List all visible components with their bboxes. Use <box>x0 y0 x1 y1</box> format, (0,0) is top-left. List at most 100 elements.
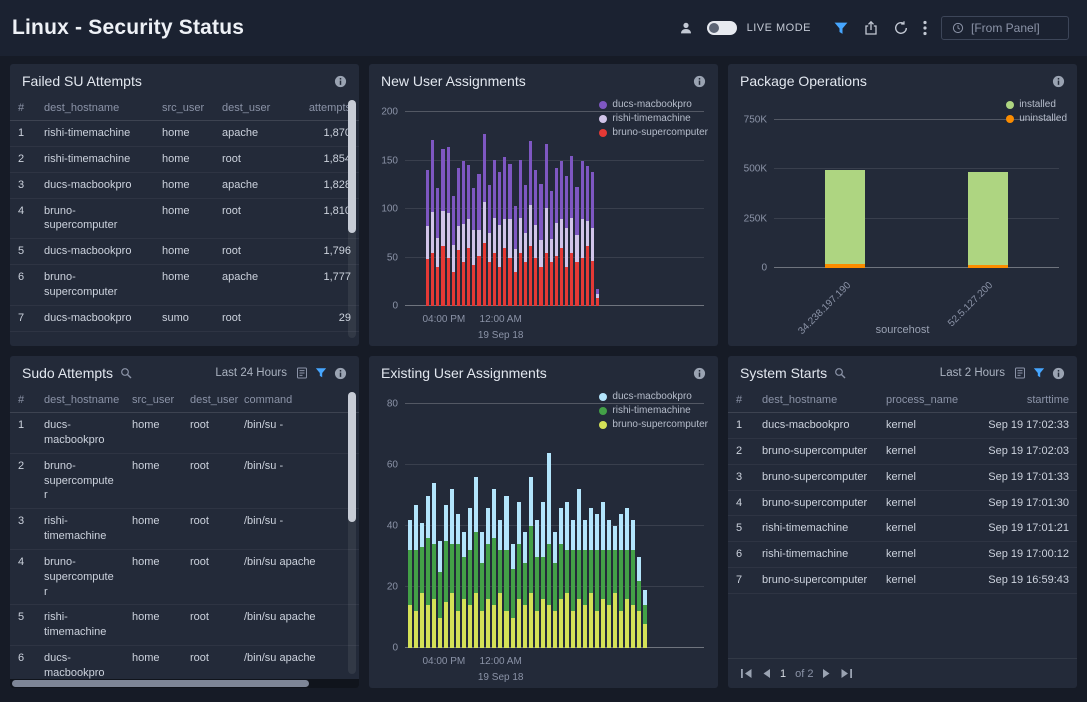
bar[interactable] <box>544 112 548 306</box>
search-icon[interactable] <box>834 367 846 379</box>
column-header[interactable]: dest_hostname <box>36 96 154 121</box>
bar[interactable] <box>518 112 522 306</box>
column-header[interactable]: process_name <box>878 388 970 413</box>
bar[interactable] <box>492 404 497 648</box>
column-header[interactable]: dest_hostname <box>754 388 878 413</box>
column-header[interactable]: attempts <box>278 96 359 121</box>
info-icon[interactable] <box>1052 75 1065 88</box>
bar[interactable] <box>426 404 431 648</box>
table-row[interactable]: 6 bruno-supercomputer home apache 1,777 <box>10 264 359 306</box>
bar[interactable] <box>968 120 1009 268</box>
bar[interactable] <box>450 404 455 648</box>
legend-item[interactable]: ducs-macbookpro <box>599 99 708 110</box>
last-page-button[interactable] <box>840 668 853 679</box>
bar[interactable] <box>613 404 618 648</box>
legend-item[interactable]: rishi-timemachine <box>599 113 708 124</box>
table-row[interactable]: 3 bruno-supercomputer kernel Sep 19 17:01:3… <box>728 464 1077 491</box>
search-icon[interactable] <box>120 367 132 379</box>
bar[interactable] <box>472 112 476 306</box>
bar[interactable] <box>570 404 575 648</box>
table-row[interactable]: 5 rishi-timemachine kernel Sep 19 17:01:21 <box>728 515 1077 543</box>
bar[interactable] <box>513 112 517 306</box>
info-icon[interactable] <box>1052 367 1065 380</box>
column-header[interactable]: starttime <box>970 388 1077 413</box>
column-header[interactable]: src_user <box>124 388 182 413</box>
bar[interactable] <box>446 112 450 306</box>
horizontal-scrollbar[interactable] <box>10 679 359 688</box>
table-row[interactable]: 3 rishi-timemachine home root/bin/su - <box>10 508 359 550</box>
bar[interactable] <box>498 404 503 648</box>
table-row[interactable]: 1 ducs-macbookpro kernel Sep 19 17:02:33 <box>728 412 1077 439</box>
bar[interactable] <box>631 404 636 648</box>
scrollbar-thumb[interactable] <box>348 100 356 234</box>
column-header[interactable]: dest_hostname <box>36 388 124 413</box>
bar[interactable] <box>570 112 574 306</box>
bar[interactable] <box>503 112 507 306</box>
bar[interactable] <box>456 404 461 648</box>
info-icon[interactable] <box>334 367 347 380</box>
bar[interactable] <box>444 404 449 648</box>
scrollbar-thumb[interactable] <box>348 392 356 522</box>
kebab-menu-icon[interactable] <box>923 20 927 36</box>
legend-item[interactable]: ducs-macbookpro <box>599 391 708 402</box>
bar[interactable] <box>477 112 481 306</box>
column-header[interactable]: # <box>728 388 754 413</box>
table-row[interactable]: 6 rishi-timemachine kernel Sep 19 17:00:12 <box>728 541 1077 569</box>
table-row[interactable]: 1 rishi-timemachine home apache 1,870 <box>10 120 359 147</box>
bar[interactable] <box>554 112 558 306</box>
table-row[interactable]: 3 ducs-macbookpro home apache 1,828 <box>10 172 359 199</box>
bar[interactable] <box>420 404 425 648</box>
bar[interactable] <box>625 404 630 648</box>
bar[interactable] <box>456 112 461 306</box>
column-header[interactable]: command <box>236 388 359 413</box>
bar[interactable] <box>431 112 435 306</box>
filter-icon[interactable] <box>1033 367 1045 379</box>
bar[interactable] <box>492 112 497 306</box>
logs-icon[interactable] <box>1014 367 1026 379</box>
filter-icon[interactable] <box>315 367 327 379</box>
bar[interactable] <box>600 404 606 648</box>
column-header[interactable]: src_user <box>154 96 214 121</box>
legend-item[interactable]: bruno-supercomputer <box>599 127 708 138</box>
bar[interactable] <box>432 404 437 648</box>
bar[interactable] <box>580 112 584 306</box>
panel-time-range[interactable]: Last 24 Hours <box>215 367 287 379</box>
bar[interactable] <box>474 404 479 648</box>
legend-item[interactable]: uninstalled <box>1006 113 1067 124</box>
time-range-input[interactable]: [From Panel] <box>941 16 1069 40</box>
bar[interactable] <box>582 404 587 648</box>
bar[interactable] <box>565 112 569 306</box>
table-row[interactable]: 4 bruno-supercomputer home root/bin/su apac… <box>10 549 359 606</box>
vertical-scrollbar[interactable] <box>348 100 356 338</box>
table-row[interactable]: 4 bruno-supercomputer home root 1,810 <box>10 198 359 240</box>
bar[interactable] <box>546 404 551 648</box>
bar[interactable] <box>534 404 539 648</box>
bar[interactable] <box>637 404 642 648</box>
bar[interactable] <box>552 404 557 648</box>
next-page-button[interactable] <box>822 668 831 679</box>
bar[interactable] <box>468 404 473 648</box>
bar[interactable] <box>482 112 486 306</box>
bar[interactable] <box>441 112 445 306</box>
bar[interactable] <box>824 120 865 268</box>
bar[interactable] <box>594 404 599 648</box>
refresh-icon[interactable] <box>893 20 909 36</box>
bar[interactable] <box>425 112 430 306</box>
legend-item[interactable]: bruno-supercomputer <box>599 419 708 430</box>
bar[interactable] <box>462 404 467 648</box>
table-row[interactable]: 7 ducs-macbookpro sumo root 29 <box>10 305 359 332</box>
bar[interactable] <box>564 404 569 648</box>
bar[interactable] <box>414 404 419 648</box>
bar[interactable] <box>486 404 491 648</box>
bar[interactable] <box>619 404 624 648</box>
bar[interactable] <box>510 404 515 648</box>
column-header[interactable]: dest_user <box>214 96 278 121</box>
bar[interactable] <box>516 404 521 648</box>
bar[interactable] <box>438 404 443 648</box>
bar[interactable] <box>588 404 593 648</box>
bar[interactable] <box>607 404 612 648</box>
bar[interactable] <box>575 112 579 306</box>
bar[interactable] <box>534 112 538 306</box>
bar[interactable] <box>467 112 471 306</box>
bar[interactable] <box>480 404 485 648</box>
